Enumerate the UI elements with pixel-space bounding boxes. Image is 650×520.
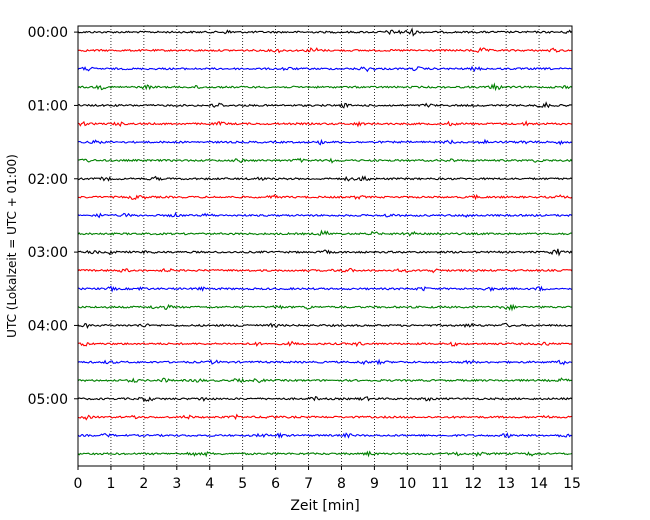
x-tick-label: 6: [271, 476, 280, 492]
y-axis-label: UTC (Lokalzeit = UTC + 01:00): [5, 154, 19, 338]
x-axis: 0 1 2 3 4 5 6 7 8 9 10 11 12 13 14 15: [74, 466, 581, 492]
plot-frame: [77, 25, 573, 467]
trace-21: [77, 413, 573, 421]
x-tick-label: 5: [238, 476, 247, 492]
trace-15: [77, 303, 573, 312]
trace-3: [77, 82, 573, 92]
x-tick-label: 2: [139, 476, 148, 492]
x-tick-label: 10: [398, 476, 416, 492]
x-tick-label: 8: [337, 476, 346, 492]
y-tick-label: 01:00: [28, 98, 68, 114]
x-axis-label: Zeit [min]: [290, 498, 359, 514]
x-tick-label: 4: [205, 476, 214, 492]
trace-6: [77, 138, 573, 146]
trace-7: [77, 157, 573, 164]
x-tick-label: 7: [304, 476, 313, 492]
trace-1: [77, 47, 573, 54]
trace-12: [77, 248, 573, 257]
x-tick-label: 9: [370, 476, 379, 492]
trace-14: [77, 285, 573, 293]
trace-23: [77, 450, 573, 458]
grid-lines: [110, 26, 540, 466]
trace-9: [77, 193, 573, 201]
y-tick-label: 02:00: [28, 172, 68, 188]
y-tick-label: 00:00: [28, 25, 68, 41]
x-tick-label: 13: [497, 476, 515, 492]
trace-11: [77, 229, 573, 237]
trace-5: [77, 120, 573, 128]
trace-18: [77, 358, 573, 366]
x-tick-label: 0: [74, 476, 83, 492]
y-tick-label: 04:00: [28, 318, 68, 334]
y-axis: 00:00 01:00 02:00 03:00 04:00 05:00: [28, 25, 78, 408]
trace-10: [77, 211, 573, 219]
x-tick-label: 14: [530, 476, 548, 492]
y-tick-label: 05:00: [28, 392, 68, 408]
trace-16: [77, 322, 573, 330]
trace-19: [77, 377, 573, 384]
trace-20: [77, 395, 573, 403]
x-tick-label: 3: [172, 476, 181, 492]
trace-13: [77, 267, 573, 274]
trace-0: [77, 27, 573, 37]
traces: [77, 27, 573, 458]
trace-17: [77, 340, 573, 348]
x-tick-label: 15: [563, 476, 581, 492]
x-tick-label: 12: [464, 476, 482, 492]
trace-22: [77, 432, 573, 439]
trace-4: [77, 101, 573, 109]
x-tick-label: 1: [106, 476, 115, 492]
y-tick-label: 03:00: [28, 245, 68, 261]
trace-8: [77, 175, 573, 182]
trace-2: [77, 65, 573, 73]
x-tick-label: 11: [431, 476, 449, 492]
